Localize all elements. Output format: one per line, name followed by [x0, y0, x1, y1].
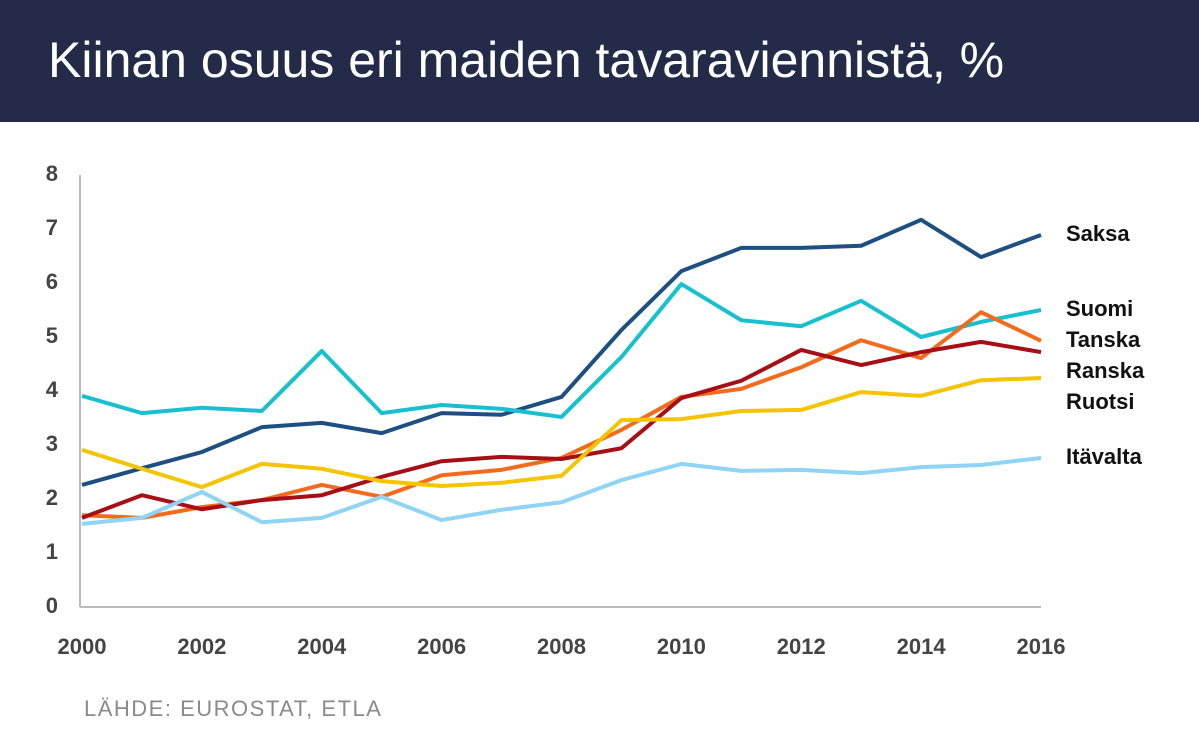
x-tick-label: 2014 — [897, 634, 947, 659]
legend-label: Saksa — [1066, 221, 1130, 246]
y-tick-label: 6 — [46, 269, 58, 294]
legend-label: Itävalta — [1066, 444, 1143, 469]
y-tick-label: 4 — [46, 377, 59, 402]
x-tick-label: 2004 — [297, 634, 347, 659]
series-line — [81, 376, 1042, 490]
y-tick-label: 3 — [46, 431, 58, 456]
header-bar — [0, 0, 1199, 122]
x-tick-label: 2000 — [58, 634, 107, 659]
legend-label: Ruotsi — [1066, 389, 1134, 414]
y-tick-label: 2 — [46, 485, 58, 510]
x-tick-label: 2002 — [177, 634, 226, 659]
series-line — [81, 282, 1042, 419]
series-line — [81, 217, 1042, 487]
series-line — [81, 339, 1042, 520]
legend-label: Ranska — [1066, 358, 1145, 383]
y-tick-label: 7 — [46, 215, 58, 240]
chart-title: Kiinan osuus eri maiden tavaraviennistä,… — [48, 32, 1004, 88]
y-tick-label: 5 — [46, 323, 58, 348]
y-tick-label: 0 — [46, 593, 58, 618]
x-tick-label: 2016 — [1017, 634, 1066, 659]
y-tick-label: 8 — [46, 161, 58, 186]
x-tick-label: 2012 — [777, 634, 826, 659]
x-tick-label: 2008 — [537, 634, 586, 659]
legend-label: Suomi — [1066, 296, 1133, 321]
y-tick-label: 1 — [46, 539, 58, 564]
legend-label: Tanska — [1066, 327, 1141, 352]
source: LÄHDE: EUROSTAT, ETLA — [84, 696, 382, 721]
series-line — [81, 455, 1042, 526]
x-tick-label: 2006 — [417, 634, 466, 659]
x-tick-label: 2010 — [657, 634, 706, 659]
